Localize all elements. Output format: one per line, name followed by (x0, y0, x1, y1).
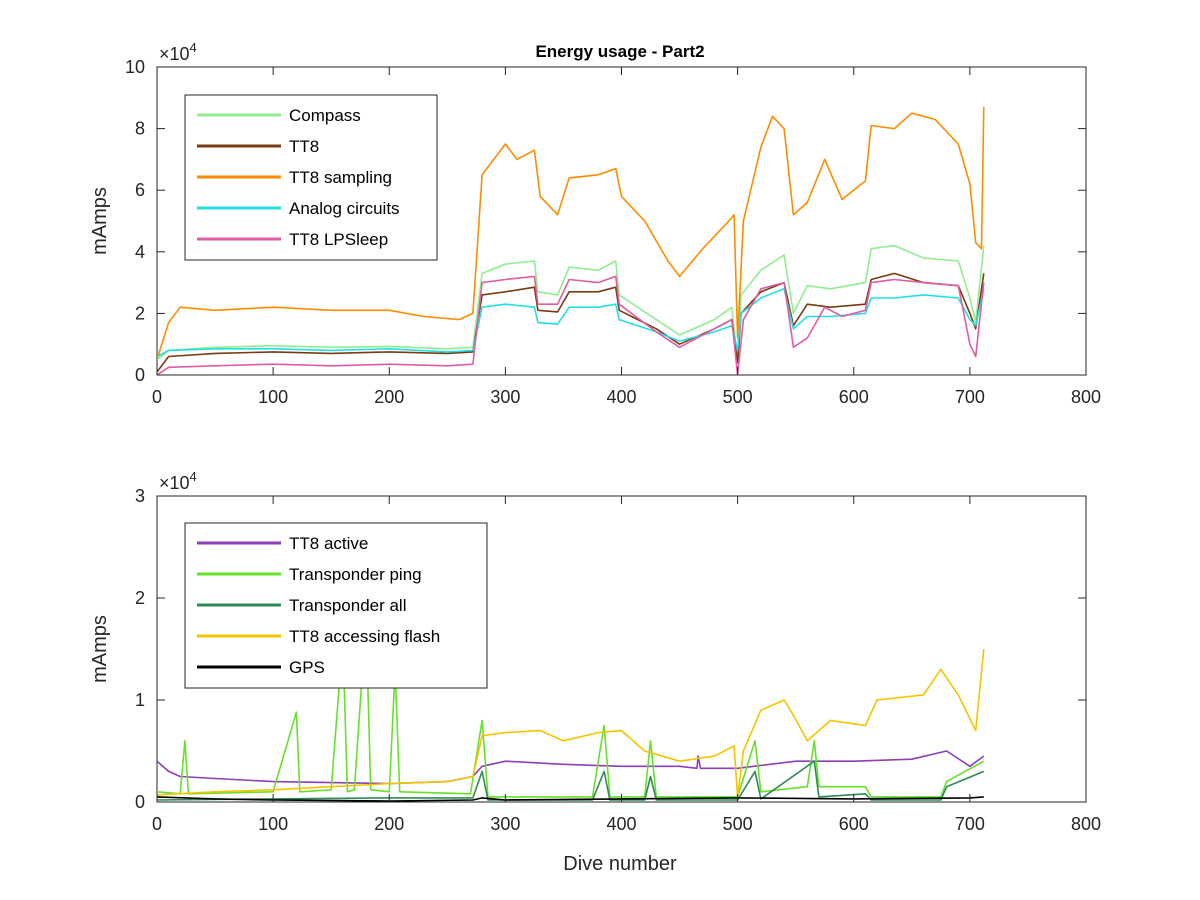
series-lines (157, 106, 985, 375)
x-tick-label: 500 (723, 814, 753, 834)
x-tick-label: 600 (839, 814, 869, 834)
x-tick-label: 700 (955, 387, 985, 407)
series-line-analog-circuits (157, 287, 985, 358)
legend-label-transponder-all: Transponder all (289, 596, 407, 615)
legend: TT8 active Transponder ping Transponder al… (184, 522, 488, 689)
y-tick-label: 4 (135, 242, 145, 262)
bottom-axes-energy-part-b: 0 100 200 300 400 500 600 700 8000123×104mAmpsTT… (89, 469, 1101, 834)
series-line-transponder-ping (157, 617, 985, 798)
x-tick-label: 0 (152, 814, 162, 834)
series-line-tt8-sampling (157, 106, 985, 360)
x-tick-label: 500 (723, 387, 753, 407)
x-tick-label: 400 (606, 814, 636, 834)
x-tick-label: 100 (258, 387, 288, 407)
legend-label-tt8-sampling: TT8 sampling (289, 168, 392, 187)
x-tick-label: 800 (1071, 387, 1101, 407)
legend-label-compass: Compass (289, 106, 361, 125)
y-tick-label: 0 (135, 365, 145, 385)
x-tick-label: 700 (955, 814, 985, 834)
series-line-gps (157, 796, 984, 802)
y-tick-label: 0 (135, 792, 145, 812)
legend-label-analog-circuits: Analog circuits (289, 199, 400, 218)
x-tick-label: 300 (490, 814, 520, 834)
x-tick-label: 200 (374, 814, 404, 834)
x-tick-label: 300 (490, 387, 520, 407)
x-tick-label: 100 (258, 814, 288, 834)
x-axis-label: Dive number (563, 853, 677, 875)
y-tick-label: 8 (135, 119, 145, 139)
series-line-tt8-active (157, 750, 985, 785)
y-tick-label: 3 (135, 486, 145, 506)
y-axis-label: mAmps (89, 187, 111, 255)
legend-label-tt8-active: TT8 active (289, 534, 368, 553)
y-tick-label: 10 (125, 57, 145, 77)
series-line-tt8-accessing-flash (157, 648, 985, 798)
y-tick-label: 2 (135, 588, 145, 608)
legend-label-tt8-lpsleep: TT8 LPSleep (289, 230, 388, 249)
y-tick-label: 2 (135, 303, 145, 323)
legend-label-transponder-ping: Transponder ping (289, 565, 422, 584)
x-tick-label: 600 (839, 387, 869, 407)
legend-label-tt8-accessing-flash: TT8 accessing flash (289, 627, 440, 646)
y-axis-label: mAmps (89, 615, 111, 683)
legend-label-gps: GPS (289, 658, 325, 677)
legend: Compass TT8 TT8 sampling Analog circuits TT8… (184, 94, 438, 261)
x-tick-label: 800 (1071, 814, 1101, 834)
series-lines (157, 617, 985, 802)
series-line-compass (157, 244, 985, 361)
y-tick-label: 6 (135, 180, 145, 200)
x-tick-label: 400 (606, 387, 636, 407)
legend-label-tt8: TT8 (289, 137, 319, 156)
y-tick-label: 1 (135, 690, 145, 710)
series-line-transponder-all (157, 760, 985, 801)
series-line-tt8-lpsleep (157, 275, 985, 375)
x-tick-label: 0 (152, 387, 162, 407)
top-axes-energy-part-a: 0 100 200 300 400 500 600 700 8000246810×104mAmp… (89, 40, 1101, 407)
figure-title: Energy usage - Part2 (535, 42, 704, 61)
x-tick-label: 200 (374, 387, 404, 407)
